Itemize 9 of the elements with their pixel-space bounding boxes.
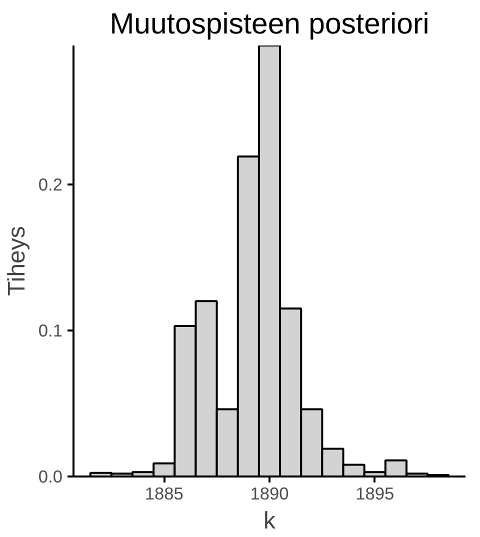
y-tick-label: 0.0 xyxy=(38,466,63,486)
y-axis-title: Tiheys xyxy=(3,226,30,296)
x-axis-title: k xyxy=(264,508,276,534)
x-tick-label: 1895 xyxy=(356,484,394,504)
y-tick-label: 0.1 xyxy=(38,320,63,340)
x-tick-label: 1885 xyxy=(144,484,184,504)
y-tick-label: 0.2 xyxy=(38,174,63,194)
x-tick-label: 1890 xyxy=(250,484,289,504)
chart-title: Muutospisteen posteriori xyxy=(110,8,430,40)
